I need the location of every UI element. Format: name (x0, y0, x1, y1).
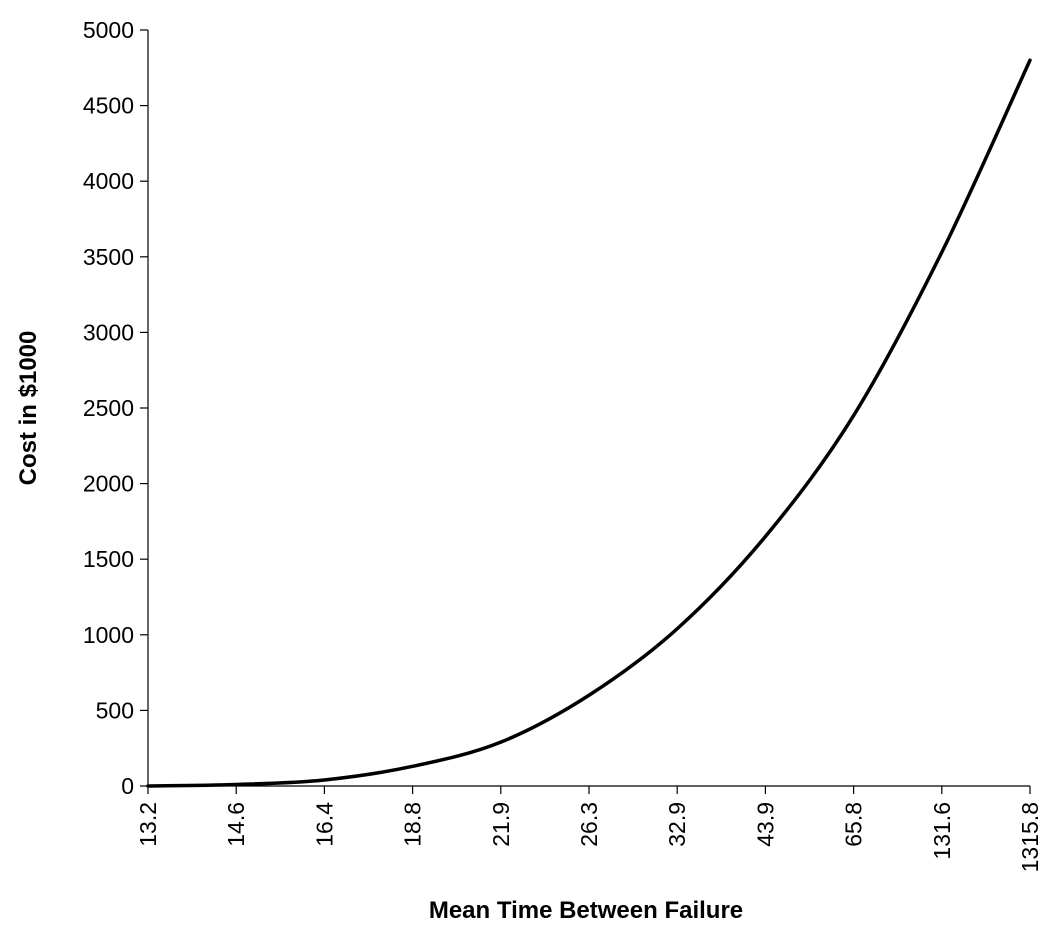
y-tick-label: 3500 (83, 244, 134, 270)
x-tick-label: 1315.8 (1017, 802, 1041, 872)
y-tick-label: 2500 (83, 395, 134, 421)
x-tick-label: 14.6 (223, 802, 249, 847)
x-tick-label: 131.6 (929, 802, 955, 860)
x-tick-label: 18.8 (400, 802, 426, 847)
y-tick-label: 3000 (83, 319, 134, 345)
x-tick-label: 32.9 (664, 802, 690, 847)
y-axis-title: Cost in $1000 (15, 331, 42, 486)
y-tick-label: 5000 (83, 17, 134, 43)
y-tick-label: 0 (121, 773, 134, 799)
x-tick-label: 43.9 (752, 802, 778, 847)
x-tick-label: 26.3 (576, 802, 602, 847)
y-tick-label: 500 (96, 697, 134, 723)
y-tick-label: 4500 (83, 93, 134, 119)
series-line (146, 58, 1032, 788)
y-ticks: 0 500 1000 1500 2000 2500 3000 3500 4000 4500 5000 (83, 17, 148, 799)
y-tick-label: 4000 (83, 168, 134, 194)
y-tick-label: 1000 (83, 622, 134, 648)
x-tick-label: 65.8 (841, 802, 867, 847)
x-axis-title: Mean Time Between Failure (429, 897, 743, 924)
x-tick-label: 16.4 (311, 802, 337, 847)
y-tick-label: 2000 (83, 471, 134, 497)
x-tick-label: 21.9 (488, 802, 514, 847)
x-ticks: 13.2 14.6 16.4 18.8 21.9 26.3 32.9 43.9 65.8 131.… (135, 786, 1041, 872)
x-tick-label: 13.2 (135, 802, 161, 847)
y-tick-label: 1500 (83, 546, 134, 572)
